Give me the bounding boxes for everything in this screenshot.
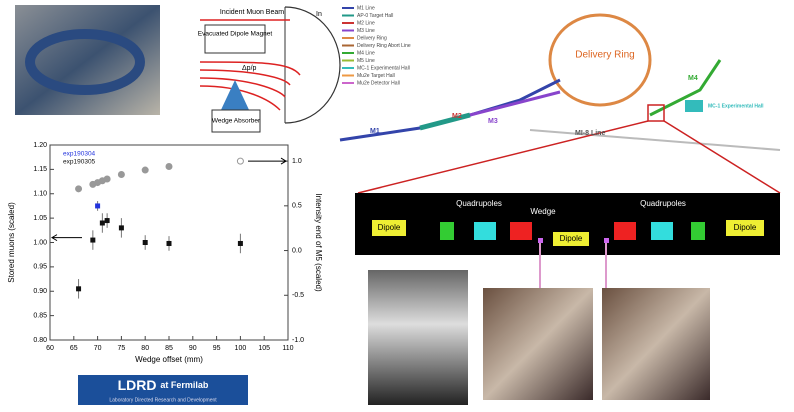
- point: [104, 176, 110, 182]
- arrow: [52, 235, 82, 241]
- y-tick-label: 0.90: [33, 288, 47, 295]
- x-tick-label: 110: [282, 345, 293, 352]
- y2-axis-title: Intensity end of M5 (scaled): [314, 193, 323, 292]
- x-tick-label: 105: [258, 345, 270, 352]
- y2-tick-label: -1.0: [292, 337, 304, 344]
- point: [237, 158, 243, 164]
- arrow: [248, 158, 286, 164]
- photo: [602, 288, 710, 400]
- line-label: MI-8 Line: [575, 130, 605, 137]
- legend-label: Delivery Ring: [357, 35, 387, 41]
- x-tick-label: 60: [46, 345, 54, 352]
- label: In: [316, 11, 322, 18]
- legend-label: M4 Line: [357, 50, 375, 56]
- line-label: M3: [488, 118, 498, 125]
- y-tick-label: 1.20: [33, 142, 47, 149]
- point: [95, 203, 100, 208]
- point: [238, 241, 243, 246]
- magnet-label: Quadrupoles: [456, 199, 502, 208]
- legend-label: Delivery Ring Abort Line: [357, 43, 411, 49]
- magnet-label: Quadrupoles: [640, 199, 686, 208]
- y2-tick-label: 1.0: [292, 158, 302, 165]
- label: Wedge Absorber: [212, 118, 261, 125]
- legend-label: MC-1 Experimental Hall: [357, 65, 410, 71]
- x-tick-label: 75: [118, 345, 126, 352]
- legend-label: M5 Line: [357, 58, 375, 64]
- point: [76, 186, 82, 192]
- label: Incident Muon Beam: [220, 9, 284, 16]
- line-label: M1: [370, 128, 380, 135]
- line-label: M2: [452, 113, 462, 120]
- y-tick-label: 1.05: [33, 215, 47, 222]
- x-tick-label: 90: [189, 345, 197, 352]
- y2-tick-label: 0.0: [292, 247, 302, 254]
- y-axis-title: Stored muons (scaled): [7, 202, 16, 283]
- label: Evacuated Dipole Magnet: [198, 31, 273, 38]
- y-tick-label: 1.00: [33, 239, 47, 246]
- legend-label: Mu2e Detector Hall: [357, 80, 400, 86]
- legend-label: M1 Line: [357, 5, 375, 11]
- point: [166, 163, 172, 169]
- legend-label: M2 Line: [357, 20, 375, 26]
- legend-label: exp190305: [63, 159, 96, 166]
- y-tick-label: 1.15: [33, 166, 47, 173]
- banner-subtitle: Laboratory Directed Research and Develop…: [109, 397, 217, 403]
- point: [167, 241, 172, 246]
- x-tick-label: 85: [165, 345, 173, 352]
- y-tick-label: 1.10: [33, 191, 47, 198]
- magnet-label: Dipole: [560, 234, 583, 243]
- y-tick-label: 0.85: [33, 312, 47, 319]
- x-axis-title: Wedge offset (mm): [135, 355, 203, 364]
- page: Incident Muon Beam In Evacuated Dipole M…: [0, 0, 794, 412]
- point: [142, 167, 148, 173]
- magnet-label: Dipole: [378, 223, 401, 232]
- point: [119, 225, 124, 230]
- point: [90, 238, 95, 243]
- y-tick-label: 0.80: [33, 337, 47, 344]
- photo: [483, 288, 593, 400]
- point: [76, 286, 81, 291]
- legend-label: exp190304: [63, 151, 96, 158]
- legend-label: AP-0 Target Hall: [357, 13, 393, 19]
- y2-tick-label: 0.5: [292, 203, 302, 210]
- magnet-label: Wedge: [530, 207, 556, 216]
- x-tick-label: 100: [235, 345, 247, 352]
- point: [143, 240, 148, 245]
- point: [105, 218, 110, 223]
- y2-tick-label: -0.5: [292, 292, 304, 299]
- x-tick-label: 95: [213, 345, 221, 352]
- legend-label: Mu2e Target Hall: [357, 73, 395, 79]
- line-label: M4: [688, 75, 698, 82]
- point: [100, 221, 105, 226]
- wedge-diagram: Incident Muon Beam In Evacuated Dipole M…: [198, 7, 340, 132]
- line-label: MC-1 Experimental Hall: [708, 103, 764, 109]
- point: [118, 172, 124, 178]
- ring-label: Delivery Ring: [575, 50, 634, 61]
- legend-label: M3 Line: [357, 28, 375, 34]
- x-tick-label: 65: [70, 345, 78, 352]
- photo: [368, 270, 468, 405]
- x-tick-label: 70: [94, 345, 102, 352]
- label: Δp/p: [242, 65, 257, 72]
- magnet-label: Dipole: [734, 223, 757, 232]
- y-tick-label: 0.95: [33, 264, 47, 271]
- x-tick-label: 80: [141, 345, 149, 352]
